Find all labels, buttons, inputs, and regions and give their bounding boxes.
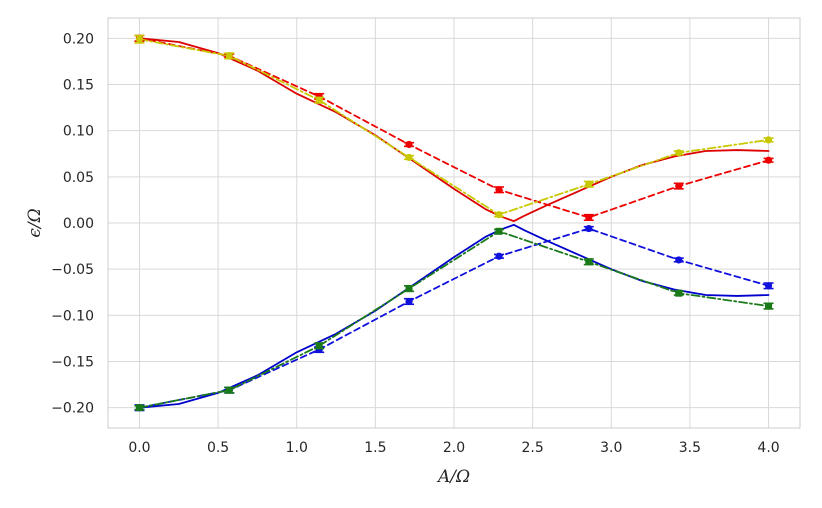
series-line-4 (138, 227, 770, 409)
x-tick-label: 4.0 (757, 440, 779, 456)
data-point (764, 156, 773, 164)
y-tick-label: −0.10 (51, 308, 94, 324)
data-point (495, 186, 503, 194)
data-point (225, 52, 233, 60)
y-axis-label: ϵ/Ω (25, 208, 45, 237)
data-point (675, 256, 683, 264)
x-tick-label: 3.5 (679, 440, 701, 456)
data-point (405, 153, 413, 162)
x-tick-label: 3.0 (600, 440, 622, 456)
x-tick-label: 2.5 (522, 440, 544, 456)
data-point (764, 136, 773, 144)
data-point (585, 224, 593, 233)
y-tick-label: 0.20 (63, 31, 94, 47)
x-tick-label: 1.5 (364, 440, 386, 456)
data-point (765, 302, 773, 310)
data-point (675, 289, 683, 297)
tick-labels: 0.0 0.5 1.0 1.5 2.0 2.5 3.0 3.5 4.0 −0.20 −0.15 −0.… (51, 31, 780, 456)
data-point (315, 342, 323, 350)
data-point (225, 386, 233, 394)
marker-group (134, 34, 774, 412)
data-point (405, 297, 413, 306)
x-tick-label: 2.0 (443, 440, 465, 456)
data-point (495, 252, 503, 260)
x-axis-label: A/Ω (436, 467, 470, 487)
y-tick-label: 0.15 (63, 77, 94, 93)
x-tick-label: 1.0 (286, 440, 308, 456)
data-point (135, 35, 144, 43)
data-point (585, 213, 593, 222)
y-tick-label: −0.20 (51, 401, 94, 417)
data-point (585, 180, 593, 188)
data-point (764, 282, 773, 290)
y-tick-label: 0.00 (63, 216, 94, 232)
data-point (495, 227, 503, 235)
data-point (405, 285, 413, 293)
grid (108, 18, 800, 428)
data-point (135, 404, 143, 412)
series-line-6 (138, 230, 770, 409)
data-point (315, 96, 323, 104)
x-tick-label: 0.5 (207, 440, 229, 456)
x-tick-label: 0.0 (128, 440, 150, 456)
data-point (495, 211, 503, 219)
series-line-5 (138, 38, 770, 216)
data-point (585, 258, 593, 266)
series-line-3 (138, 37, 770, 219)
y-tick-label: 0.10 (63, 124, 94, 140)
data-point (405, 140, 413, 149)
data-point (675, 149, 683, 157)
y-tick-label: −0.05 (51, 262, 94, 278)
y-tick-label: 0.05 (63, 170, 94, 186)
plot-frame (107, 17, 801, 429)
series-group (138, 37, 770, 409)
y-tick-label: −0.15 (51, 355, 94, 371)
data-point (675, 182, 683, 190)
